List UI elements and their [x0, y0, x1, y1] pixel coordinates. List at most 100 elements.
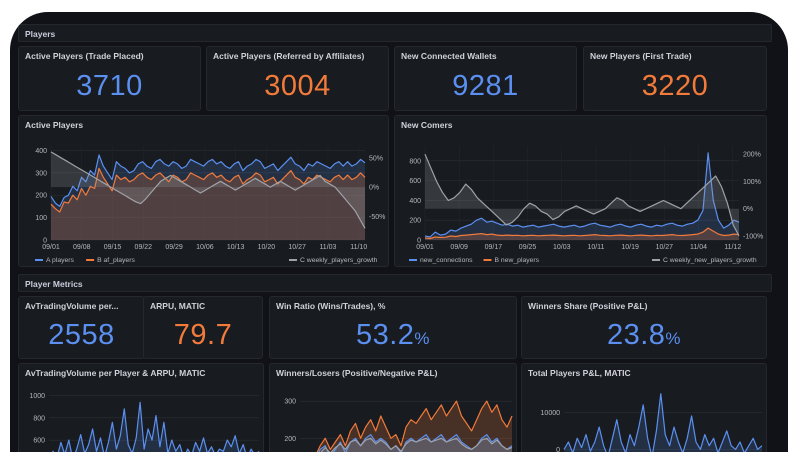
x-tick-label: 09/17 — [485, 244, 503, 251]
total-pnl-chart: 0 10000 — [541, 393, 763, 452]
stat-value: 3004 — [264, 70, 331, 102]
series-area — [51, 155, 365, 240]
stat-panel-active-players[interactable]: Active Players (Trade Placed) 3710 — [18, 46, 201, 111]
panel-title: Winners Share (Positive P&L) — [528, 301, 648, 311]
y-tick-label: 0 — [556, 447, 560, 452]
chart-panel-winners-losers[interactable]: Winners/Losers (Positive/Negative P&L) 2… — [269, 363, 517, 452]
y2-tick-label: -100% — [743, 233, 763, 240]
x-tick-label: 10/27 — [288, 244, 306, 251]
y-tick-label: 1000 — [29, 393, 45, 400]
series-line — [563, 393, 763, 452]
legend-swatch — [409, 259, 417, 261]
y-tick-label: 0 — [43, 238, 47, 245]
x-tick-label: 09/29 — [165, 244, 183, 251]
stat-panel-new-players[interactable]: New Players (First Trade) 3220 — [583, 46, 767, 111]
dashboard-screen: Players Active Players (Trade Placed) 37… — [10, 12, 788, 452]
panel-title: Active Players (Trade Placed) — [25, 51, 144, 61]
legend-swatch — [483, 259, 492, 261]
y-tick-label: 200 — [35, 193, 47, 200]
row-title: Players — [25, 29, 56, 39]
x-tick-label: 09/01 — [42, 244, 60, 251]
y2-tick-label: 0% — [369, 185, 379, 192]
panel-title: Win Ratio (Wins/Trades), % — [276, 301, 386, 311]
stat-unit: % — [414, 329, 431, 348]
chart-panel-active-players[interactable]: Active Players 0 100 200 300 400 50% 0% -50% 09/… — [18, 115, 389, 267]
y2-tick-label: 0% — [743, 206, 753, 213]
row-header-player-metrics[interactable]: Player Metrics — [18, 274, 772, 292]
series-area — [317, 401, 512, 452]
series-line — [52, 401, 260, 452]
series-line — [50, 151, 366, 229]
x-tick-label: 11/12 — [724, 244, 741, 251]
panel-title: New Players (First Trade) — [590, 51, 692, 61]
y2-tick-label: 200% — [743, 152, 761, 159]
chart-panel-new-comers[interactable]: New Comers 0 200 400 600 800 200% 100% 0% -100% 0… — [394, 115, 767, 267]
stat-panel-referred-players[interactable]: Active Players (Referred by Affiliates) … — [206, 46, 389, 111]
chart-panel-total-pnl[interactable]: Total Players P&L, MATIC 0 10000 — [521, 363, 767, 452]
stat-panel-win-ratio[interactable]: Win Ratio (Wins/Trades), % 53.2% — [269, 296, 517, 359]
stat-value: 3710 — [76, 70, 143, 102]
new-comers-chart: 0 200 400 600 800 200% 100% 0% -100% 09/01 09/09 09… — [409, 146, 763, 264]
y-tick-label: 200 — [409, 218, 421, 225]
winners-losers-chart: 200 300 — [284, 399, 513, 452]
y-tick-label: 0 — [417, 238, 421, 245]
series-line — [424, 153, 740, 237]
y2-tick-label: 100% — [743, 179, 761, 186]
x-tick-label: 11/03 — [319, 244, 336, 251]
y-tick-label: 600 — [409, 178, 421, 185]
legend-label: C weekly_new_players_growth — [663, 257, 757, 264]
series-line — [316, 400, 513, 452]
series-area — [564, 393, 762, 452]
av-volume-chart: 4006008001000 — [29, 393, 260, 452]
y-tick-label: 400 — [35, 148, 47, 155]
stat-value: 9281 — [452, 70, 519, 102]
series-line — [424, 227, 740, 240]
y-tick-label: 300 — [35, 170, 47, 177]
panel-title: Total Players P&L, MATIC — [528, 368, 631, 378]
y2-tick-label: 50% — [369, 155, 383, 162]
legend-swatch — [35, 259, 43, 261]
y-tick-label: 100 — [35, 215, 47, 222]
stat-value: 23.8% — [522, 319, 766, 352]
stat-number: 2558 — [48, 319, 115, 351]
x-tick-label: 11/10 — [350, 244, 367, 251]
row-header-players[interactable]: Players — [18, 24, 772, 42]
x-tick-label: 10/06 — [196, 244, 214, 251]
panel-title: New Comers — [401, 120, 453, 130]
legend-label: B af_players — [97, 257, 135, 264]
stat-panel-winners-share[interactable]: Winners Share (Positive P&L) 23.8% — [521, 296, 767, 359]
stat-value: 3220 — [641, 70, 709, 102]
x-tick-label: 10/20 — [258, 244, 276, 251]
stat-panel-connected-wallets[interactable]: New Connected Wallets 9281 — [394, 46, 577, 111]
stat-value: 2558 — [19, 319, 144, 352]
stat-panel-arpu[interactable]: ARPU, MATIC 79.7 — [143, 296, 263, 359]
stat-number: 79.7 — [173, 319, 233, 351]
x-tick-label: 10/27 — [656, 244, 674, 251]
y-tick-label: 800 — [409, 158, 421, 165]
x-tick-label: 11/04 — [690, 244, 707, 251]
panel-title: Active Players — [25, 120, 84, 130]
series-line — [320, 437, 513, 452]
y-tick-label: 200 — [284, 436, 296, 443]
legend-label: new_connections — [420, 257, 473, 264]
legend-label: B new_players — [495, 257, 540, 264]
legend-label: A players — [46, 257, 75, 264]
stat-number: 53.2 — [355, 319, 415, 351]
x-tick-label: 09/01 — [416, 244, 434, 251]
x-tick-label: 10/13 — [227, 244, 245, 251]
legend-swatch — [652, 259, 660, 261]
series-line — [424, 152, 740, 238]
legend-swatch — [86, 259, 95, 261]
stat-unit: % — [665, 329, 682, 348]
x-tick-label: 10/03 — [553, 244, 571, 251]
stat-value: 79.7 — [144, 319, 262, 352]
panel-title: New Connected Wallets — [401, 51, 497, 61]
stat-number: 23.8 — [606, 319, 666, 351]
panel-title: ARPU, MATIC — [150, 301, 206, 311]
chart-panel-av-volume-arpu[interactable]: AvTradingVolume per Player & ARPU, MATIC… — [18, 363, 264, 452]
legend-label: C weekly_players_growth — [300, 257, 378, 264]
x-tick-label: 09/08 — [73, 244, 91, 251]
stat-panel-av-trading-volume[interactable]: AvTradingVolume per... 2558 — [18, 296, 145, 359]
series-area — [321, 438, 512, 452]
